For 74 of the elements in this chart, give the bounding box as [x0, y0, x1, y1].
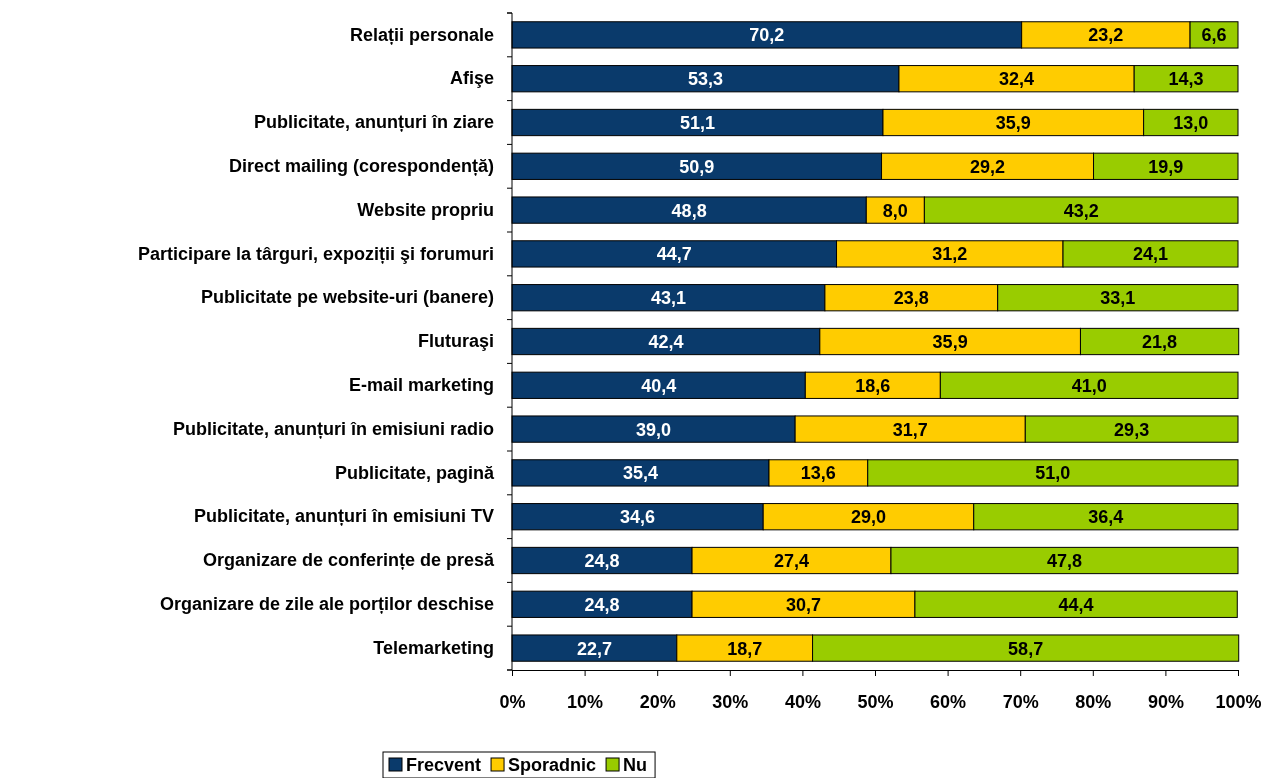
data-label: 18,6 — [855, 375, 891, 396]
data-label: 31,2 — [932, 244, 968, 265]
data-label: 24,8 — [584, 594, 620, 615]
data-label: 29,3 — [1114, 419, 1150, 440]
x-tick-label: 20% — [639, 691, 676, 712]
data-label: 47,8 — [1046, 550, 1083, 571]
data-label: 36,4 — [1088, 507, 1124, 528]
data-label: 24,1 — [1132, 244, 1169, 265]
y-tick-label: Publicitate, anunțuri în ziare — [253, 112, 494, 133]
x-tick-label: 70% — [1002, 691, 1039, 712]
data-label: 6,6 — [1201, 25, 1227, 46]
data-label: 43,2 — [1063, 200, 1099, 221]
x-tick-label: 0% — [499, 691, 526, 712]
y-tick-label: Organizare de conferințe de presă — [202, 550, 495, 571]
y-tick-label: Website propriu — [357, 199, 494, 220]
x-tick-label: 80% — [1075, 691, 1112, 712]
data-label: 32,4 — [999, 69, 1035, 90]
data-label: 34,6 — [620, 507, 656, 528]
data-label: 41,0 — [1071, 375, 1107, 396]
x-tick-label: 30% — [712, 691, 749, 712]
data-label: 48,8 — [671, 200, 707, 221]
data-label: 24,8 — [584, 550, 620, 571]
data-label: 19,9 — [1148, 156, 1184, 177]
data-label: 29,2 — [970, 156, 1006, 177]
data-label: 39,0 — [636, 419, 672, 440]
y-tick-label: Publicitate, anunțuri în emisiuni radio — [172, 418, 494, 439]
y-tick-label: Organizare de zile ale porților deschise — [159, 594, 494, 615]
y-tick-label: Fluturaşi — [417, 331, 494, 352]
y-tick-label: Direct mailing (corespondență) — [228, 156, 494, 177]
data-label: 33,1 — [1100, 288, 1136, 309]
y-tick-label: E-mail marketing — [348, 375, 494, 396]
data-label: 40,4 — [641, 375, 677, 396]
data-label: 35,9 — [932, 331, 968, 352]
data-label: 30,7 — [785, 594, 822, 615]
data-label: 13,0 — [1173, 112, 1209, 133]
data-label: 35,9 — [995, 112, 1031, 133]
data-label: 53,3 — [687, 69, 723, 90]
data-label: 44,4 — [1058, 594, 1094, 615]
x-tick-label: 100% — [1215, 691, 1262, 712]
legend-label: Sporadnic — [508, 755, 597, 776]
data-label: 70,2 — [749, 25, 785, 46]
y-tick-label: Afişe — [449, 68, 494, 89]
x-tick-label: 50% — [857, 691, 894, 712]
data-label: 23,8 — [893, 288, 929, 309]
data-label: 31,7 — [892, 419, 928, 440]
data-label: 14,3 — [1168, 69, 1204, 90]
data-label: 23,2 — [1088, 25, 1124, 46]
y-tick-label: Participare la târguri, expoziții şi forumuri — [137, 243, 494, 264]
data-label: 44,7 — [656, 244, 692, 265]
data-label: 8,0 — [882, 200, 908, 221]
x-tick-label: 60% — [930, 691, 967, 712]
data-label: 51,0 — [1035, 463, 1071, 484]
data-label: 50,9 — [679, 156, 715, 177]
legend-label: Frecvent — [406, 755, 482, 776]
data-label: 29,0 — [850, 507, 886, 528]
y-tick-label: Publicitate, pagină — [334, 462, 495, 483]
x-tick-label: 10% — [567, 691, 604, 712]
data-label: 13,6 — [800, 463, 836, 484]
data-label: 51,1 — [679, 112, 716, 133]
data-label: 35,4 — [622, 463, 659, 484]
data-label: 58,7 — [1008, 638, 1044, 659]
y-tick-label: Publicitate pe website-uri (banere) — [200, 287, 495, 308]
y-tick-label: Telemarketing — [373, 637, 494, 658]
data-label: 27,4 — [773, 550, 810, 571]
data-label: 21,8 — [1142, 331, 1178, 352]
y-tick-label: Relații personale — [349, 24, 494, 45]
x-tick-label: 90% — [1147, 691, 1184, 712]
y-tick-label: Publicitate, anunțuri în emisiuni TV — [193, 506, 494, 527]
legend-label: Nu — [623, 755, 648, 776]
data-label: 43,1 — [650, 288, 686, 309]
data-label: 22,7 — [576, 638, 612, 659]
data-label: 42,4 — [648, 331, 684, 352]
data-label: 18,7 — [727, 638, 763, 659]
x-tick-label: 40% — [784, 691, 821, 712]
